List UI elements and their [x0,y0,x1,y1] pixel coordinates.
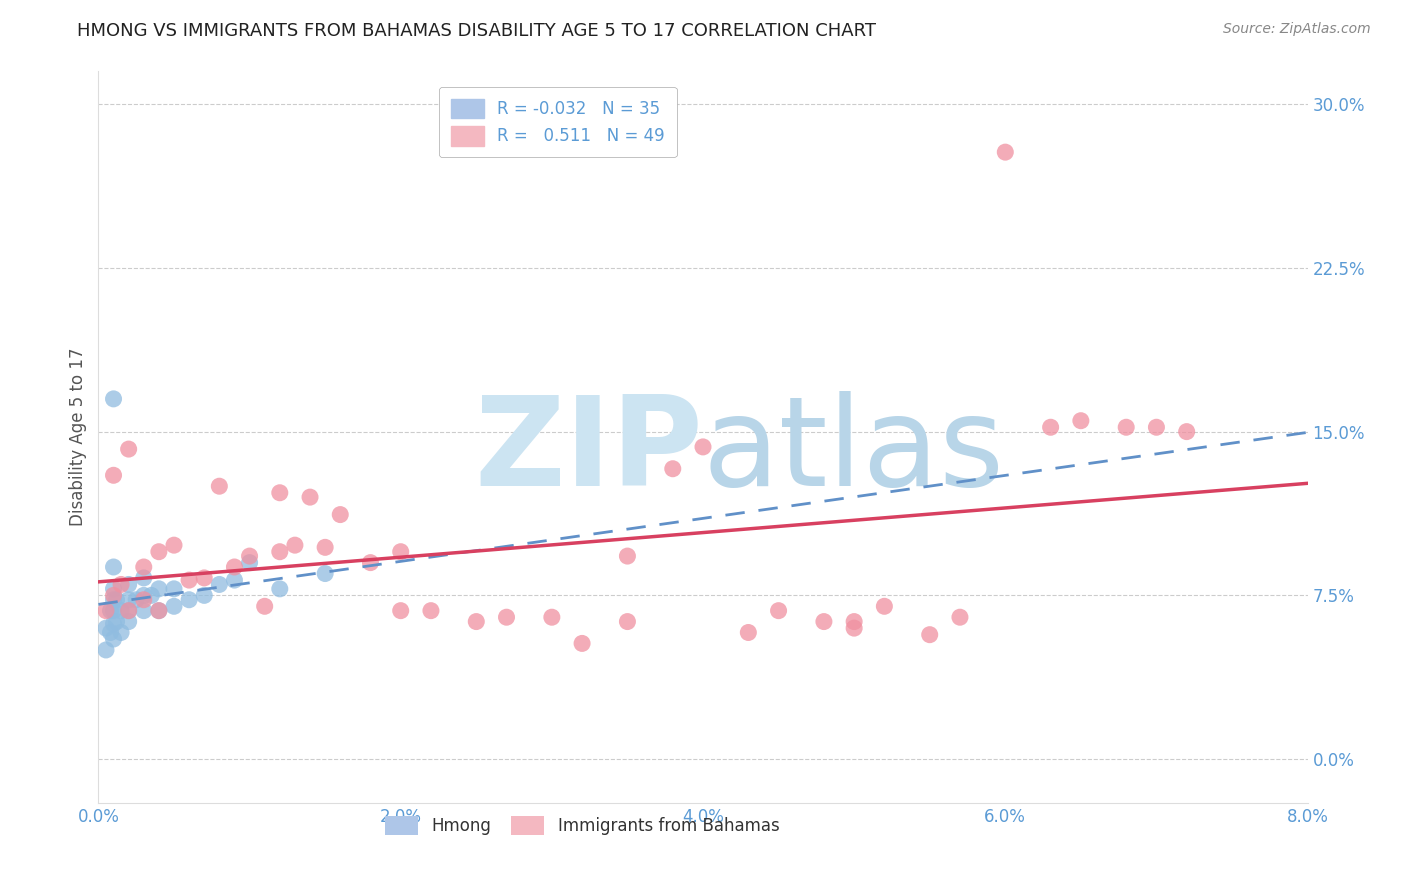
Point [100,625,122,640]
Text: atlas: atlas [703,392,1005,512]
Point [329,508,352,522]
Point [148,545,170,559]
Point [110,625,132,640]
Point [1070,414,1092,428]
Point [813,615,835,629]
Point [103,616,125,631]
Point [253,599,276,614]
Text: Source: ZipAtlas.com: Source: ZipAtlas.com [1223,22,1371,37]
Point [314,541,336,555]
Point [125,592,148,607]
Point [105,615,128,629]
Point [224,560,246,574]
Point [918,628,941,642]
Point [118,615,141,629]
Text: HMONG VS IMMIGRANTS FROM BAHAMAS DISABILITY AGE 5 TO 17 CORRELATION CHART: HMONG VS IMMIGRANTS FROM BAHAMAS DISABIL… [77,22,876,40]
Point [141,588,163,602]
Point [208,577,231,591]
Point [118,577,141,591]
Point [949,610,972,624]
Point [148,604,170,618]
Point [103,604,125,618]
Point [873,599,896,614]
Point [1146,420,1168,434]
Point [389,545,412,559]
Point [118,604,141,618]
Point [737,625,759,640]
Point [389,604,412,618]
Y-axis label: Disability Age 5 to 17: Disability Age 5 to 17 [69,348,87,526]
Point [1175,425,1198,439]
Point [103,582,125,596]
Point [269,485,291,500]
Point [269,545,291,559]
Point [1039,420,1062,434]
Point [163,599,186,614]
Point [994,145,1017,160]
Point [299,490,322,504]
Point [118,442,141,456]
Point [193,588,215,602]
Point [224,573,246,587]
Point [103,468,125,483]
Point [132,588,155,602]
Legend: Hmong, Immigrants from Bahamas: Hmong, Immigrants from Bahamas [378,809,786,842]
Text: ZIP: ZIP [474,392,703,512]
Point [208,479,231,493]
Point [692,440,714,454]
Point [148,582,170,596]
Point [118,592,141,607]
Point [239,556,262,570]
Point [103,588,125,602]
Point [844,615,866,629]
Point [420,604,443,618]
Point [103,392,125,406]
Point [360,556,382,570]
Point [179,573,201,587]
Point [103,632,125,646]
Point [132,560,155,574]
Point [163,582,186,596]
Point [465,615,488,629]
Point [132,592,155,607]
Point [148,604,170,618]
Point [179,592,201,607]
Point [284,538,307,552]
Point [540,610,562,624]
Point [314,566,336,581]
Point [844,621,866,635]
Point [100,604,122,618]
Point [768,604,790,618]
Point [94,621,117,635]
Point [118,604,141,618]
Point [103,592,125,607]
Point [163,538,186,552]
Point [105,592,128,607]
Point [239,549,262,563]
Point [132,571,155,585]
Point [616,615,638,629]
Point [269,582,291,596]
Point [132,604,155,618]
Point [94,643,117,657]
Point [661,461,683,475]
Point [1115,420,1137,434]
Point [193,571,215,585]
Point [616,549,638,563]
Point [94,604,117,618]
Point [495,610,517,624]
Point [110,577,132,591]
Point [103,560,125,574]
Point [571,636,593,650]
Point [110,604,132,618]
